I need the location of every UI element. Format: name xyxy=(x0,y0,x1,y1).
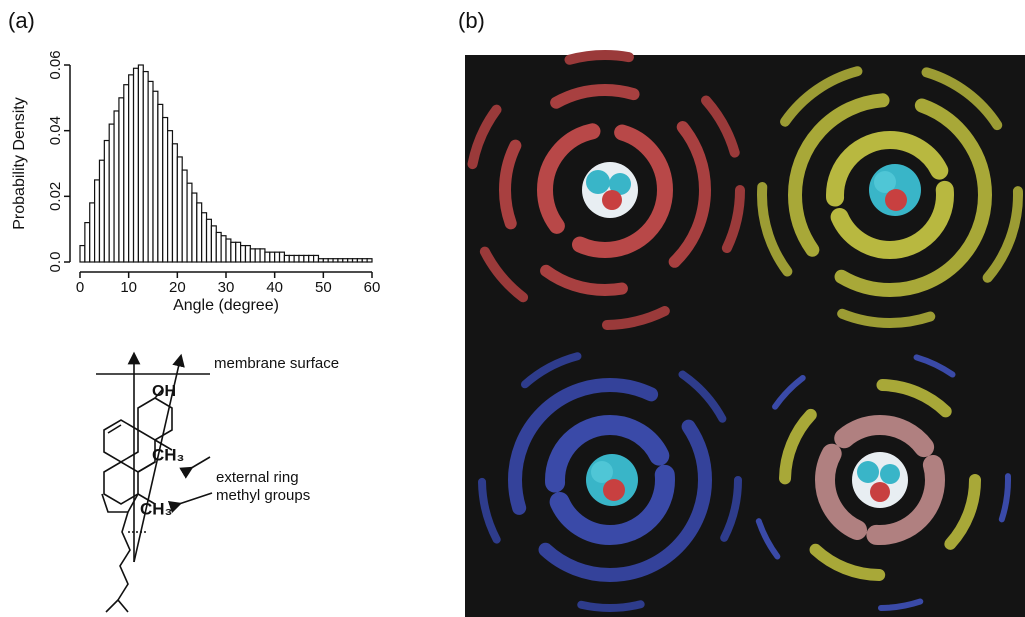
bar xyxy=(317,258,324,263)
bar xyxy=(244,244,251,263)
bar xyxy=(298,254,305,263)
bar xyxy=(313,254,320,263)
bar xyxy=(264,251,271,263)
bar xyxy=(230,241,237,263)
bar xyxy=(361,258,368,263)
bar xyxy=(293,254,300,263)
bar xyxy=(356,258,363,263)
bar xyxy=(132,67,140,263)
x-tick-label: 30 xyxy=(218,279,235,296)
cholesterol-diagram xyxy=(96,351,213,613)
x-tick-label: 0 xyxy=(76,279,84,296)
bar xyxy=(171,143,178,263)
bar xyxy=(113,110,120,263)
bar xyxy=(137,64,144,263)
bar xyxy=(366,258,373,263)
hydroxyl-label: OH xyxy=(152,383,176,400)
bar xyxy=(210,225,217,263)
bar xyxy=(128,74,135,263)
bar xyxy=(152,90,159,263)
bar xyxy=(118,97,125,263)
annotation: methyl groups xyxy=(216,487,310,504)
bar xyxy=(93,179,101,263)
bar xyxy=(142,70,149,263)
bar xyxy=(108,123,115,263)
density-rendering xyxy=(465,50,1025,617)
bar xyxy=(303,254,310,263)
bar xyxy=(205,218,213,263)
bar xyxy=(167,130,174,263)
bar xyxy=(240,244,247,263)
bar xyxy=(332,258,339,263)
bar xyxy=(162,116,169,263)
panel-label: (b) xyxy=(458,8,485,33)
methyl-label: CH₃ xyxy=(140,499,172,518)
bar xyxy=(186,182,193,263)
bar xyxy=(225,238,232,263)
bar xyxy=(308,254,315,263)
bar xyxy=(322,258,329,263)
bar xyxy=(269,251,276,263)
bar xyxy=(123,84,130,263)
bar xyxy=(191,192,198,263)
methyl-label: CH₃ xyxy=(152,445,184,464)
bar xyxy=(347,258,354,263)
bar xyxy=(181,169,188,263)
bar xyxy=(327,258,334,263)
bar xyxy=(337,258,344,263)
y-tick-label: 0.06 xyxy=(47,50,64,79)
annotation: external ring xyxy=(216,469,299,486)
bar xyxy=(254,248,261,263)
bar xyxy=(201,212,208,263)
bar xyxy=(196,202,203,263)
bar xyxy=(215,231,222,263)
bar xyxy=(89,202,96,263)
y-axis-label: Probability Density xyxy=(11,97,28,230)
panel-label: (a) xyxy=(8,8,35,33)
surface-label: membrane surface xyxy=(214,355,339,372)
y-tick-label: 0.02 xyxy=(47,182,64,211)
bar xyxy=(274,251,281,263)
bar xyxy=(147,80,154,263)
bar xyxy=(157,103,164,263)
x-tick-label: 10 xyxy=(120,279,137,296)
x-tick-label: 60 xyxy=(364,279,381,296)
bar xyxy=(283,254,290,263)
x-tick-label: 40 xyxy=(266,279,283,296)
x-tick-label: 50 xyxy=(315,279,332,296)
x-axis-label: Angle (degree) xyxy=(173,297,279,314)
bar xyxy=(84,222,91,263)
bar xyxy=(79,244,86,263)
bar xyxy=(235,241,242,263)
bar xyxy=(259,248,266,263)
bar xyxy=(351,258,358,263)
y-tick-label: 0.0 xyxy=(47,252,64,273)
bar xyxy=(98,159,105,263)
bar xyxy=(288,254,295,263)
bar xyxy=(342,258,349,263)
y-tick-label: 0.04 xyxy=(47,116,64,145)
x-tick-label: 20 xyxy=(169,279,186,296)
bar xyxy=(249,248,256,263)
bar xyxy=(220,235,227,263)
bar xyxy=(176,156,183,263)
bar xyxy=(278,251,285,263)
bar xyxy=(103,139,110,263)
